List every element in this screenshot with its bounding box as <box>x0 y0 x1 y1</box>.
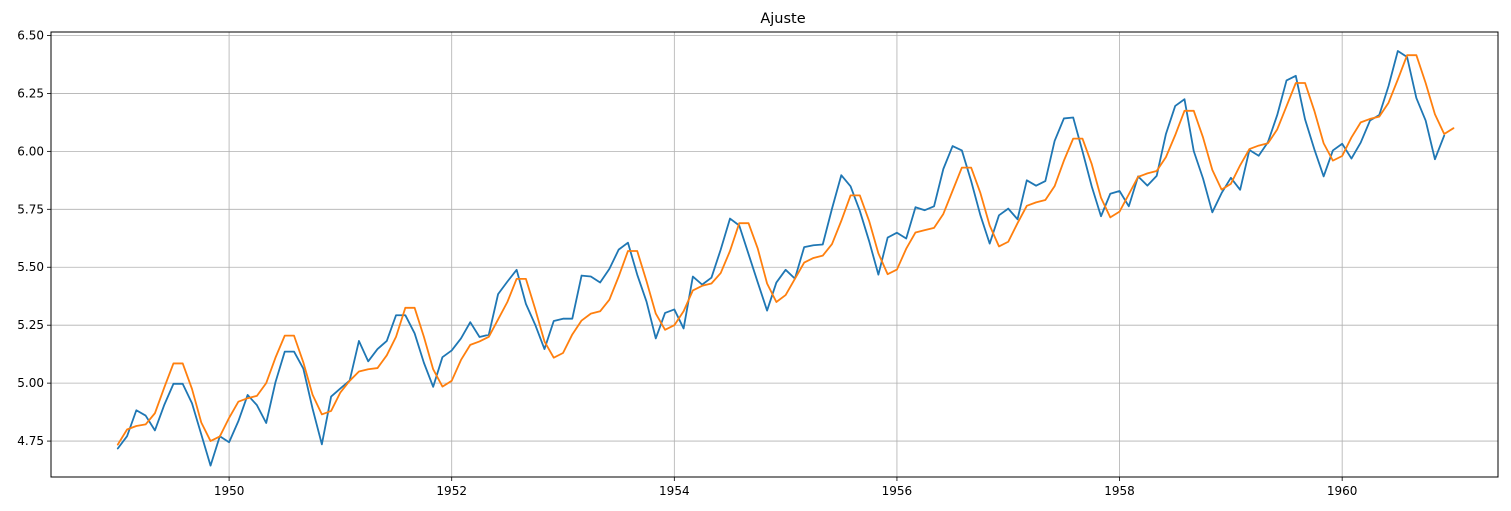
y-tick-label: 6.00 <box>17 144 44 158</box>
x-axis: 1950 1952 1954 1956 1958 1960 <box>214 477 1358 498</box>
x-tick-label: 1954 <box>659 484 690 498</box>
y-tick-label: 5.50 <box>17 260 44 274</box>
series-line-2 <box>116 54 1455 446</box>
y-tick-label: 6.50 <box>17 28 44 42</box>
x-tick-label: 1950 <box>214 484 245 498</box>
series-lines <box>116 50 1455 467</box>
x-tick-label: 1956 <box>882 484 913 498</box>
x-tick-label: 1960 <box>1327 484 1358 498</box>
chart-title: Ajuste <box>760 11 805 27</box>
y-tick-label: 5.75 <box>17 202 44 216</box>
plot-frame <box>50 31 1499 478</box>
y-tick-label: 4.75 <box>17 434 44 448</box>
y-tick-label: 6.25 <box>17 86 44 100</box>
x-tick-label: 1958 <box>1104 484 1135 498</box>
series-line-1 <box>116 50 1446 467</box>
y-axis: 4.75 5.00 5.25 5.50 5.75 6.00 6.25 6.50 <box>17 28 51 448</box>
x-tick-label: 1952 <box>436 484 467 498</box>
grid-lines <box>51 32 1498 477</box>
y-tick-label: 5.00 <box>17 376 44 390</box>
y-tick-label: 5.25 <box>17 318 44 332</box>
